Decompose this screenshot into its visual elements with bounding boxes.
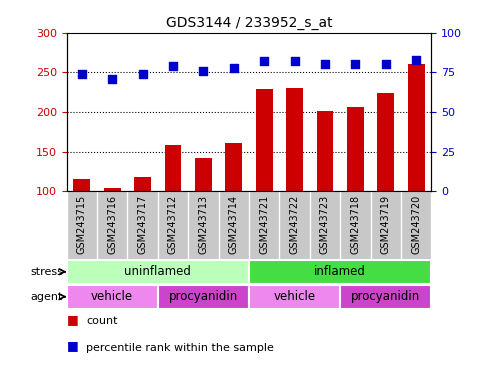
Bar: [317, 111, 333, 191]
Point: [199, 68, 208, 74]
Text: GSM243722: GSM243722: [289, 195, 300, 254]
Text: ■: ■: [67, 339, 78, 353]
Text: GSM243720: GSM243720: [411, 195, 421, 254]
Text: stress: stress: [30, 267, 63, 277]
Point: [382, 61, 389, 68]
Bar: [165, 145, 181, 191]
Point: [291, 58, 299, 64]
Text: GSM243718: GSM243718: [351, 195, 360, 254]
Point: [108, 76, 116, 82]
Text: procyanidin: procyanidin: [351, 290, 421, 303]
Text: GSM243716: GSM243716: [107, 195, 117, 254]
Title: GDS3144 / 233952_s_at: GDS3144 / 233952_s_at: [166, 16, 332, 30]
Text: vehicle: vehicle: [274, 290, 316, 303]
Bar: [104, 188, 120, 191]
Text: count: count: [86, 316, 118, 326]
Point: [169, 63, 177, 69]
Text: ■: ■: [67, 313, 78, 326]
Bar: [249, 285, 340, 309]
Bar: [67, 260, 249, 284]
Text: uninflamed: uninflamed: [124, 265, 191, 278]
Bar: [256, 89, 273, 191]
Text: GSM243714: GSM243714: [229, 195, 239, 254]
Text: GSM243717: GSM243717: [138, 195, 147, 254]
Bar: [195, 158, 211, 191]
Bar: [408, 65, 424, 191]
Point: [78, 71, 86, 77]
Bar: [73, 179, 90, 191]
Point: [230, 65, 238, 71]
Point: [321, 61, 329, 68]
Text: GSM243713: GSM243713: [198, 195, 209, 254]
Text: procyanidin: procyanidin: [169, 290, 238, 303]
Bar: [134, 177, 151, 191]
Bar: [67, 285, 158, 309]
Bar: [340, 285, 431, 309]
Text: GSM243719: GSM243719: [381, 195, 391, 254]
Text: inflamed: inflamed: [314, 265, 366, 278]
Bar: [286, 88, 303, 191]
Bar: [225, 143, 242, 191]
Text: GSM243723: GSM243723: [320, 195, 330, 254]
Text: GSM243715: GSM243715: [77, 195, 87, 254]
Text: GSM243712: GSM243712: [168, 195, 178, 254]
Bar: [158, 285, 249, 309]
Text: GSM243721: GSM243721: [259, 195, 269, 254]
Text: agent: agent: [31, 292, 63, 302]
Bar: [378, 93, 394, 191]
Text: percentile rank within the sample: percentile rank within the sample: [86, 343, 274, 353]
Bar: [249, 260, 431, 284]
Point: [139, 71, 146, 77]
Point: [352, 61, 359, 68]
Bar: [347, 107, 364, 191]
Point: [412, 56, 420, 63]
Point: [260, 58, 268, 64]
Text: vehicle: vehicle: [91, 290, 133, 303]
